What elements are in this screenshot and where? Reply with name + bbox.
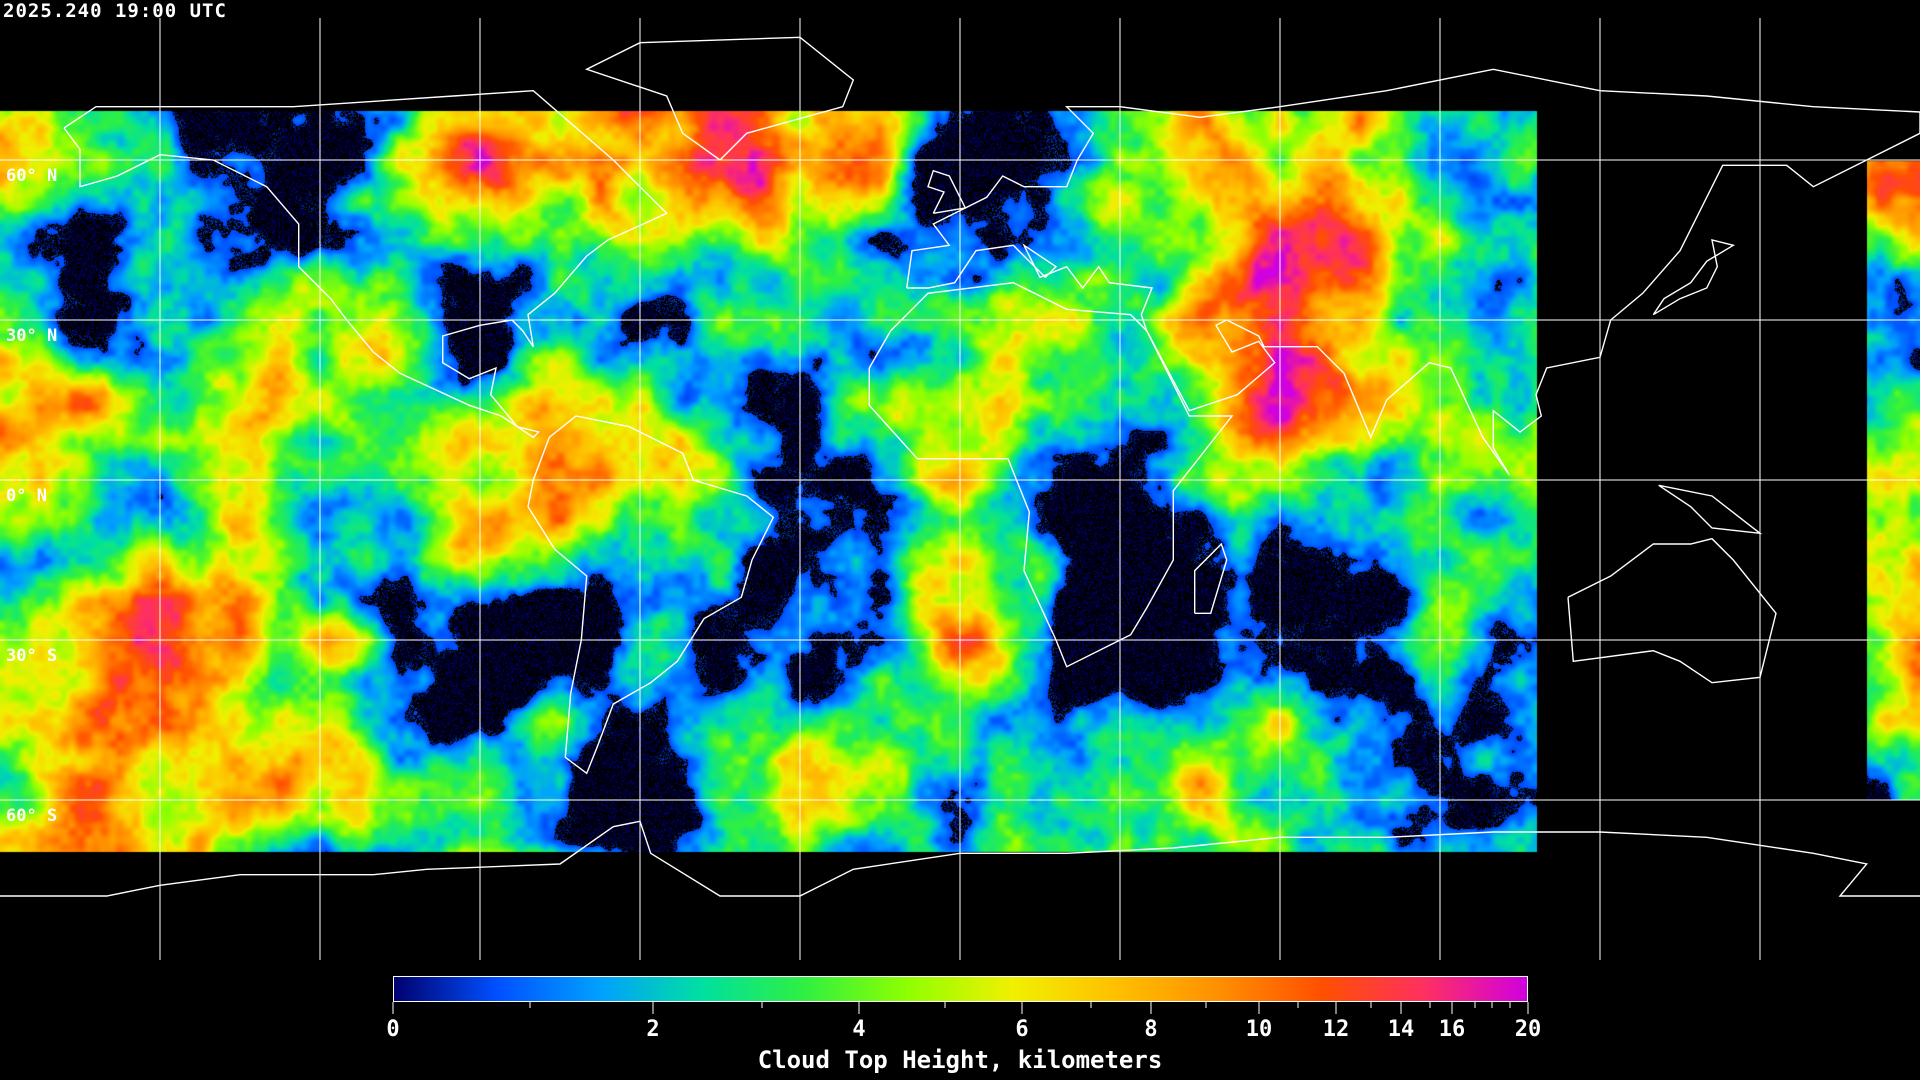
coastlines xyxy=(0,36,1920,897)
map-overlay xyxy=(0,18,1920,960)
coastline-uk xyxy=(927,169,967,214)
lat-label: 0° N xyxy=(6,486,47,506)
coastline-africa xyxy=(868,281,1234,668)
colorbar-tick-label: 8 xyxy=(1144,1017,1157,1042)
colorbar-tick-label: 6 xyxy=(1015,1017,1028,1042)
coastline-antarctica xyxy=(0,820,1920,897)
lat-label: 30° N xyxy=(6,326,58,346)
coastline-japan xyxy=(1652,239,1736,316)
colorbar xyxy=(393,976,1528,1002)
colorbar-title: Cloud Top Height, kilometers xyxy=(757,1046,1163,1074)
colorbar-tick-label: 12 xyxy=(1323,1017,1350,1042)
coastline-madagascar xyxy=(1193,542,1228,614)
lat-label: 60° S xyxy=(6,806,58,826)
lat-lon-grid xyxy=(0,18,1920,960)
colorbar-tick-label: 16 xyxy=(1439,1017,1466,1042)
colorbar-tick-label: 10 xyxy=(1246,1017,1273,1042)
colorbar-tick-label: 4 xyxy=(852,1017,865,1042)
lat-label: 30° S xyxy=(6,646,58,666)
coastline-greenland xyxy=(584,36,855,161)
coastline-australia xyxy=(1567,537,1777,684)
colorbar-tick-label: 20 xyxy=(1515,1017,1542,1042)
colorbar-tick-label: 0 xyxy=(386,1017,399,1042)
cloud-top-height-map: 2025.240 19:00 UTC 60° N 30° N 0° N 30° S 60… xyxy=(0,0,1920,960)
coastline-eurasia xyxy=(906,68,1920,476)
colorbar-tick-label: 2 xyxy=(646,1017,659,1042)
coastline-south-america xyxy=(527,415,775,775)
coastline-new-guinea xyxy=(1658,484,1763,535)
timestamp: 2025.240 19:00 UTC xyxy=(3,0,227,22)
coastline-north-america xyxy=(63,89,668,439)
colorbar-tick-label: 14 xyxy=(1388,1017,1415,1042)
colorbar-axis: 0 2 4 6 8 10 12 14 16 20 xyxy=(386,1002,1542,1042)
lat-label: 60° N xyxy=(6,166,58,186)
